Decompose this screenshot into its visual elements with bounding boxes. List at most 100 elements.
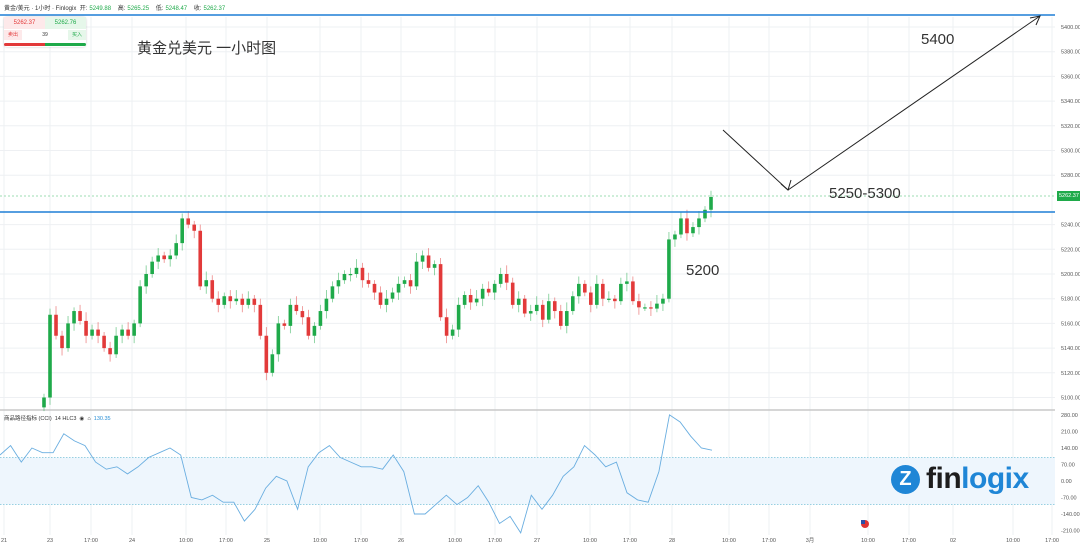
candle-body bbox=[498, 274, 503, 284]
candle-body bbox=[360, 267, 365, 281]
candle-body bbox=[474, 298, 479, 303]
candle-body bbox=[216, 298, 221, 305]
candle-body bbox=[318, 311, 323, 326]
low-label: 低: bbox=[155, 6, 164, 12]
candle-body bbox=[540, 304, 545, 320]
candle-body bbox=[444, 317, 449, 336]
candle-body bbox=[240, 298, 245, 305]
candle-body bbox=[276, 323, 281, 355]
sell-price[interactable]: 5262.37 bbox=[4, 17, 45, 29]
candle-body bbox=[619, 283, 623, 302]
candle-body bbox=[270, 354, 275, 373]
cci-tick-label: 140.00 bbox=[1061, 446, 1078, 452]
candle-body bbox=[649, 307, 653, 309]
buy-button[interactable]: 买入 bbox=[68, 30, 86, 40]
candle-body bbox=[583, 283, 587, 293]
candle-body bbox=[252, 298, 257, 305]
arrowhead-icon bbox=[780, 179, 792, 191]
us-flag-icon bbox=[861, 520, 865, 524]
price-tick-label: 5160.00 bbox=[1061, 321, 1080, 327]
candle-body bbox=[522, 298, 527, 314]
cci-band bbox=[0, 456, 1055, 506]
buy-bar bbox=[45, 43, 86, 46]
candle-body bbox=[180, 218, 185, 244]
candle-body bbox=[504, 274, 509, 283]
candle-body bbox=[589, 292, 593, 305]
indicator-value: 130.35 bbox=[93, 416, 111, 422]
candle-body bbox=[564, 311, 569, 326]
candle-body bbox=[204, 280, 209, 287]
candle-body bbox=[625, 281, 629, 284]
candle-body bbox=[456, 304, 461, 330]
time-tick-label: 26 bbox=[398, 538, 404, 544]
candle-body bbox=[414, 261, 419, 287]
time-tick-label: 28 bbox=[669, 538, 675, 544]
candle-body bbox=[384, 298, 389, 305]
candle-body bbox=[138, 286, 142, 324]
eye-icon[interactable]: ◉ bbox=[79, 416, 85, 422]
candle-body bbox=[679, 218, 683, 235]
candle-body bbox=[42, 397, 46, 408]
price-tick-label: 5220.00 bbox=[1061, 247, 1080, 253]
candle-body bbox=[312, 325, 317, 336]
time-tick-label: 02 bbox=[950, 538, 956, 544]
time-tick-label: 25 bbox=[264, 538, 270, 544]
finlogix-logo: Z fin logix bbox=[891, 462, 1029, 496]
price-tick-label: 5200.00 bbox=[1061, 272, 1080, 278]
price-tick-label: 5280.00 bbox=[1061, 173, 1080, 179]
candle-body bbox=[408, 280, 413, 287]
candle-body bbox=[613, 298, 617, 302]
candle-body bbox=[54, 314, 58, 336]
settings-icon[interactable]: ⌂ bbox=[87, 416, 91, 422]
candle-body bbox=[174, 243, 178, 256]
candle-body bbox=[570, 296, 575, 312]
candle-body bbox=[282, 323, 287, 326]
candle-body bbox=[655, 303, 659, 309]
cci-tick-label: 70.00 bbox=[1061, 462, 1075, 468]
price-tick-label: 5380.00 bbox=[1061, 50, 1080, 56]
indicator-params: 14 HLC3 bbox=[54, 416, 77, 422]
candle-body bbox=[198, 230, 203, 287]
time-tick-label: 10:00 bbox=[1006, 538, 1020, 544]
candle-body bbox=[426, 255, 431, 268]
candle-body bbox=[510, 282, 515, 305]
candle-body bbox=[150, 261, 154, 274]
time-tick-label: 17:00 bbox=[902, 538, 916, 544]
candle-body bbox=[601, 283, 605, 299]
candle-body bbox=[348, 274, 353, 276]
price-tick-label: 5100.00 bbox=[1061, 396, 1080, 402]
indicator-name[interactable]: 商品路径指标 (CCI) bbox=[4, 416, 52, 422]
cci-tick-label: -70.00 bbox=[1061, 496, 1077, 502]
logo-mark-icon: Z bbox=[891, 464, 920, 494]
candle-body bbox=[120, 329, 124, 336]
candle-body bbox=[102, 335, 106, 349]
candle-body bbox=[450, 329, 455, 336]
candle-body bbox=[330, 286, 335, 299]
drawings bbox=[0, 14, 1055, 213]
candle-body bbox=[691, 227, 695, 234]
cci-tick-label: -140.00 bbox=[1061, 512, 1080, 518]
time-tick-label: 17:00 bbox=[762, 538, 776, 544]
support-annotation: 5200 bbox=[686, 262, 720, 279]
time-tick-label: 3月 bbox=[806, 537, 815, 544]
current-price-tag: 5262.37 bbox=[1057, 191, 1080, 201]
zone-annotation: 5250-5300 bbox=[829, 185, 901, 202]
price-tick-label: 5300.00 bbox=[1061, 149, 1080, 155]
high-value: 5265.25 bbox=[127, 6, 150, 12]
candle-body bbox=[480, 288, 485, 299]
candle-body bbox=[210, 280, 215, 299]
candle-body bbox=[246, 298, 251, 305]
high-label: 高: bbox=[117, 6, 126, 12]
candle-body bbox=[48, 314, 52, 398]
symbol-name[interactable]: 黄金/美元 · 1小时 · Finlogix bbox=[4, 6, 77, 12]
sell-button[interactable]: 卖出 bbox=[4, 30, 22, 40]
candle-body bbox=[468, 294, 473, 303]
price-tick-label: 5140.00 bbox=[1061, 346, 1080, 352]
candles bbox=[0, 190, 713, 534]
candle-body bbox=[643, 307, 647, 309]
candle-body bbox=[390, 292, 395, 299]
candle-body bbox=[378, 292, 383, 305]
time-tick-label: 23 bbox=[47, 538, 53, 544]
buy-price[interactable]: 5262.76 bbox=[45, 17, 86, 29]
